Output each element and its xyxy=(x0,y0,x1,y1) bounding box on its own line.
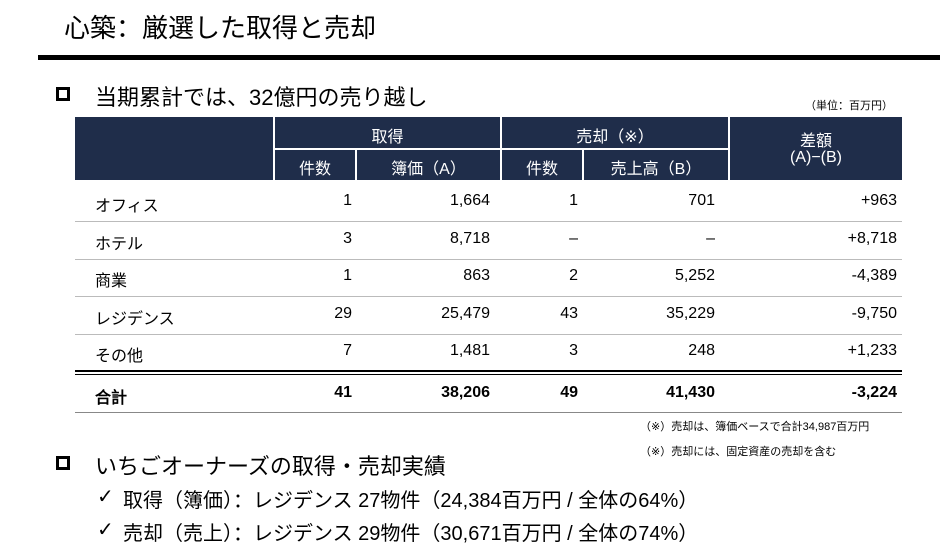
row-label: 合計 xyxy=(95,390,128,407)
cell: +1,233 xyxy=(847,342,897,359)
cell: 863 xyxy=(463,267,490,284)
cell: 1 xyxy=(343,267,352,284)
header-cell: 取得 xyxy=(371,129,404,146)
header-cell: 件数 xyxy=(298,161,331,178)
row-divider xyxy=(75,221,902,222)
header-cell: 簿価（A） xyxy=(391,161,466,178)
total-rule xyxy=(75,374,902,375)
cell: -4,389 xyxy=(851,267,897,284)
total-rule xyxy=(75,370,902,372)
cell: 8,718 xyxy=(449,229,490,247)
cell: 49 xyxy=(560,384,578,401)
cell: – xyxy=(569,229,578,247)
cell: 3 xyxy=(569,342,578,359)
unit-label: （単位：百万円） xyxy=(805,100,893,112)
cell: 1,481 xyxy=(449,342,490,359)
table-header xyxy=(275,117,500,148)
cell: – xyxy=(706,229,715,247)
header-cell: 売上高（B） xyxy=(610,161,702,178)
row-divider xyxy=(75,333,902,335)
note: （※）売却には、固定資産の売却を含む xyxy=(640,446,837,458)
cell: 701 xyxy=(688,192,715,209)
list-item: 売却（売上）：レジデンス 29物件（30,671百万円 / 全体の74%） xyxy=(123,523,699,545)
table-header xyxy=(275,150,355,180)
header-cell: 差額 xyxy=(799,133,832,150)
cell: -9,750 xyxy=(851,304,897,322)
check-mark: ✓ xyxy=(97,519,114,541)
header-cell: (A)−(B) xyxy=(790,149,842,166)
cell: 29 xyxy=(334,304,352,322)
table-header xyxy=(730,117,902,180)
row-label: その他 xyxy=(95,348,144,365)
row-label: 商業 xyxy=(95,273,128,290)
cell: 2 xyxy=(569,267,578,284)
table-bottom xyxy=(75,412,902,413)
cell: 1 xyxy=(569,192,578,209)
cell: 248 xyxy=(688,342,715,359)
section-heading: 当期累計では、32億円の売り越し xyxy=(95,85,428,110)
check-mark: ✓ xyxy=(97,486,114,508)
table-header xyxy=(584,150,728,180)
cell: 1 xyxy=(343,192,352,209)
cell: 35,229 xyxy=(666,304,715,322)
cell: 1,664 xyxy=(449,192,490,209)
table-header xyxy=(502,117,728,148)
cell: 5,252 xyxy=(674,267,715,284)
row-label: ホテル xyxy=(95,235,144,253)
checkbox-icon xyxy=(56,456,70,470)
table-header xyxy=(357,150,500,180)
cell: -3,224 xyxy=(851,384,897,401)
cell: 43 xyxy=(560,304,578,322)
cell: +963 xyxy=(860,192,897,209)
section-heading: いちごオーナーズの取得・売却実績 xyxy=(95,454,446,479)
row-divider xyxy=(75,258,902,260)
row-divider xyxy=(75,296,902,297)
cell: 41 xyxy=(334,384,352,401)
cell: 41,430 xyxy=(666,384,715,401)
cell: 3 xyxy=(343,229,352,247)
page-title: 心築：厳選した取得と売却 xyxy=(64,13,377,43)
row-label: オフィス xyxy=(95,198,159,215)
header-cell: 売却（※） xyxy=(576,129,654,146)
table-header xyxy=(75,117,273,180)
cell: 38,206 xyxy=(441,384,490,401)
cell: +8,718 xyxy=(847,229,897,247)
title-rule xyxy=(38,55,940,60)
header-cell: 件数 xyxy=(525,161,558,178)
list-item: 取得（簿価）：レジデンス 27物件（24,384百万円 / 全体の64%） xyxy=(123,490,699,512)
cell: 25,479 xyxy=(441,304,490,322)
row-label: レジデンス xyxy=(95,310,175,328)
note: （※）売却は、簿価ベースで合計34,987百万円 xyxy=(640,421,870,433)
table-header xyxy=(502,150,582,180)
checkbox-icon xyxy=(56,87,70,101)
cell: 7 xyxy=(343,342,352,359)
